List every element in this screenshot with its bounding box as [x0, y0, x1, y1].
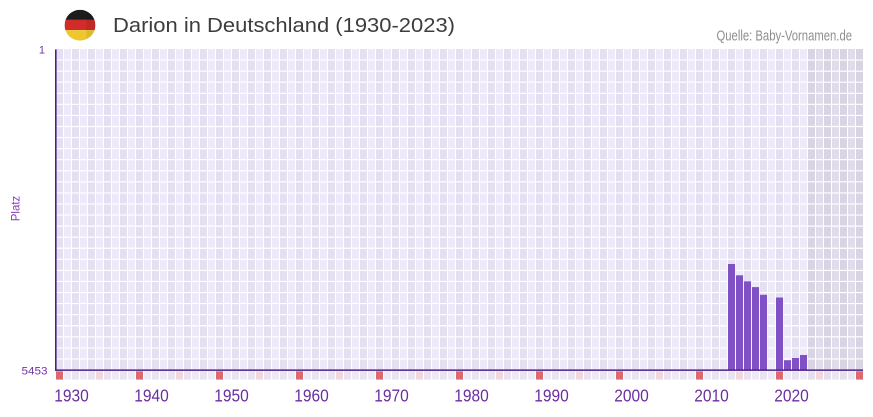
- svg-text:1990: 1990: [534, 386, 569, 406]
- svg-text:2020: 2020: [774, 386, 809, 406]
- svg-text:1: 1: [39, 45, 45, 57]
- svg-text:2000: 2000: [614, 386, 649, 406]
- svg-text:2010: 2010: [694, 386, 729, 406]
- svg-text:1970: 1970: [374, 386, 409, 406]
- svg-text:1950: 1950: [214, 386, 249, 406]
- svg-text:5453: 5453: [22, 365, 48, 377]
- svg-text:Quelle: Baby-Vornamen.de: Quelle: Baby-Vornamen.de: [717, 27, 853, 44]
- svg-text:1930: 1930: [54, 386, 89, 406]
- svg-text:1960: 1960: [294, 386, 329, 406]
- svg-text:Darion in Deutschland (1930-20: Darion in Deutschland (1930-2023): [113, 14, 455, 37]
- svg-text:Platz: Platz: [9, 196, 23, 222]
- svg-text:1980: 1980: [454, 386, 489, 406]
- svg-text:1940: 1940: [134, 386, 169, 406]
